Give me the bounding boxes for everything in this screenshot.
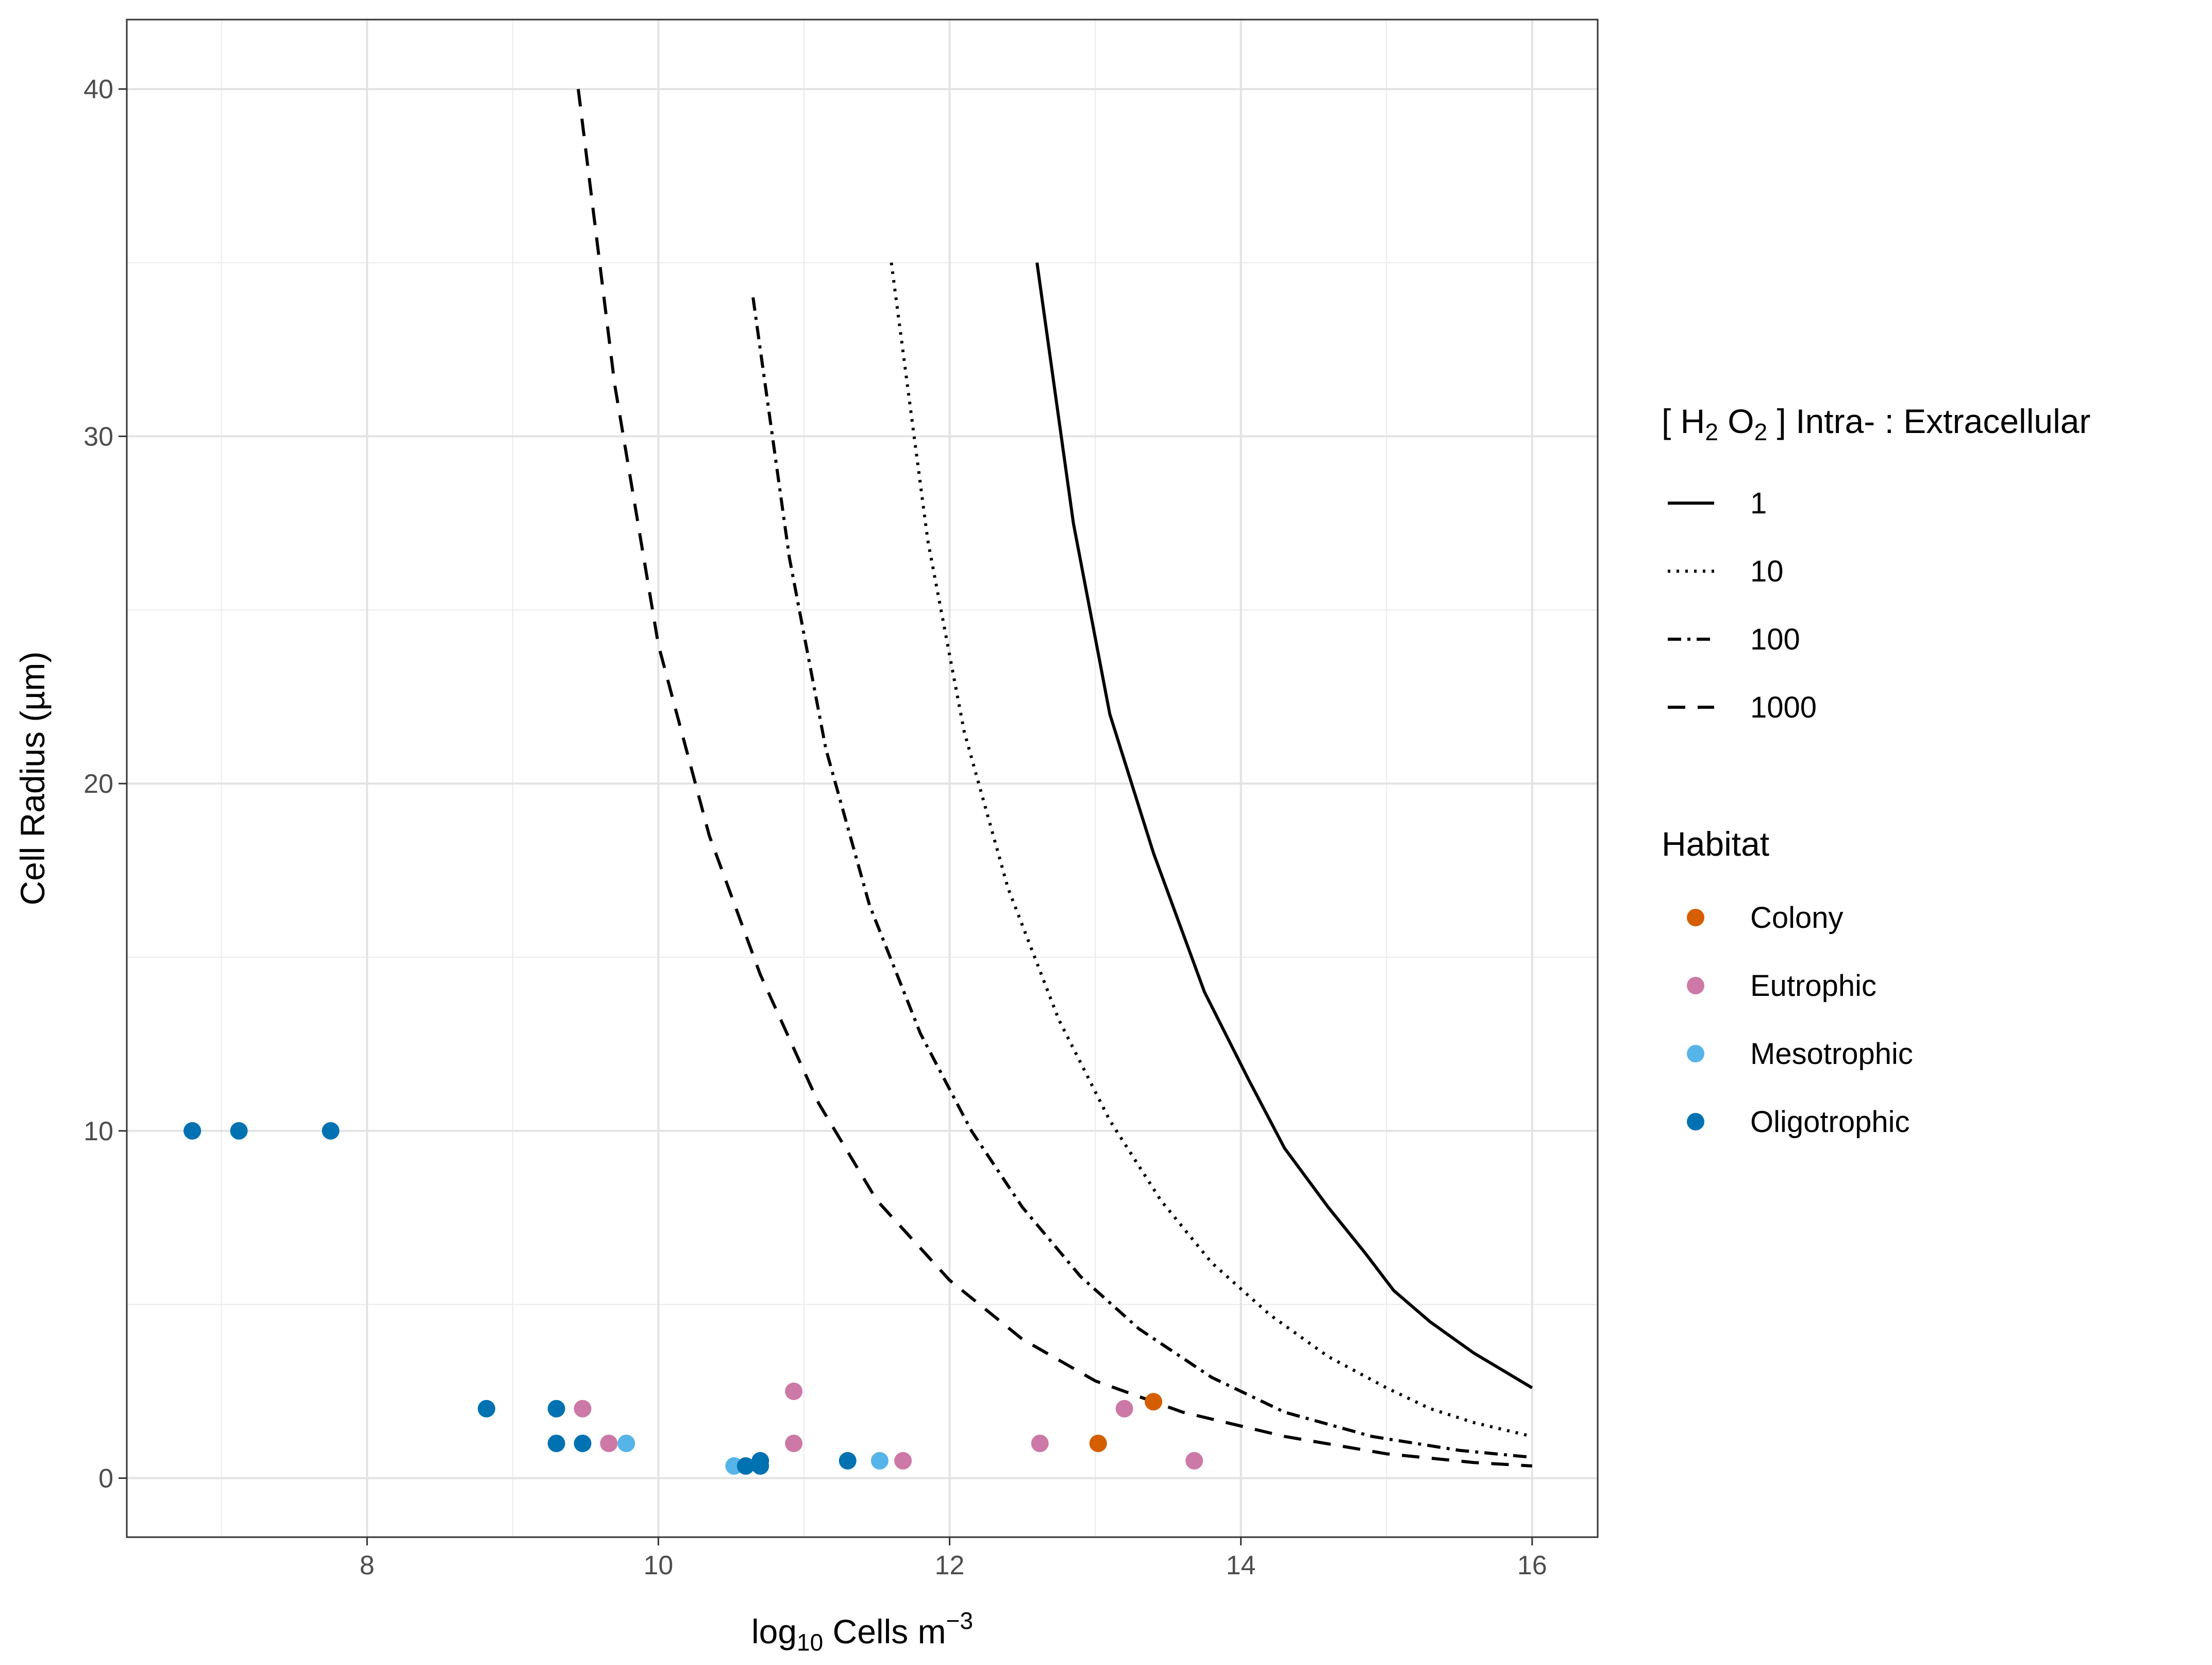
x-tick-label: 8 [360,1551,375,1580]
line-legend-title-sub1: 2 [1705,419,1718,445]
data-point-eutrophic [574,1400,592,1418]
x-axis-title-superscript: −3 [946,1607,973,1634]
data-point-mesotrophic [617,1435,635,1453]
data-point-eutrophic [785,1383,803,1401]
data-point-oligotrophic [839,1452,857,1470]
line-legend-title-sub2: 2 [1754,419,1768,445]
habitat-legend-key [1687,909,1704,926]
habitat-legend-key [1687,977,1704,994]
x-axis-title-subscript: 10 [797,1629,823,1656]
x-axis-title: log10 Cells m−3 [751,1607,973,1656]
y-tick-label: 10 [83,1117,113,1146]
data-point-oligotrophic [183,1122,202,1140]
x-axis-title-base: log [751,1612,797,1651]
data-point-colony [1089,1435,1107,1453]
data-point-oligotrophic [477,1400,495,1418]
habitat-legend: Habitat Colony Eutrophic Mesotrophic Oligot… [1662,825,1913,1139]
line-legend-label: 10 [1750,555,1784,588]
habitat-legend-label: Eutrophic [1750,969,1876,1003]
data-point-oligotrophic [736,1457,755,1475]
data-point-eutrophic [600,1435,618,1453]
ratio-curve-100 [751,297,1533,1459]
y-axis: 0 10 20 30 40 [83,75,127,1493]
habitat-legend-key [1687,1113,1704,1130]
plot-panel [126,19,1599,1538]
x-tick-label: 16 [1517,1551,1547,1580]
plot-border [126,19,1599,1538]
habitat-legend-label: Oligotrophic [1750,1105,1909,1139]
y-tick-label: 40 [83,75,113,105]
data-point-oligotrophic [751,1457,769,1475]
data-point-eutrophic [1115,1400,1133,1418]
data-point-oligotrophic [547,1400,565,1418]
grid-minor [127,20,1598,1537]
habitat-legend-label: Colony [1750,901,1844,935]
x-tick-label: 10 [643,1551,673,1580]
data-point-mesotrophic [870,1452,889,1470]
line-legend-label: 1 [1750,487,1767,520]
habitat-points [183,1122,1203,1475]
data-point-eutrophic [894,1452,912,1470]
grid-major [127,20,1598,1537]
data-point-oligotrophic [230,1122,248,1140]
data-point-oligotrophic [322,1122,340,1140]
ratio-curve-1 [1035,262,1533,1389]
data-point-eutrophic [1185,1452,1203,1470]
line-legend-title-close: ] Intra- : Extracellular [1767,402,2090,440]
y-tick-label: 30 [83,422,113,452]
y-tick-label: 0 [98,1463,113,1493]
line-legend-title-open: [ H [1662,402,1705,440]
habitat-legend-title: Habitat [1662,825,1769,863]
y-axis-title: Cell Radius (µm) [13,652,52,906]
y-tick-label: 20 [83,769,113,799]
habitat-legend-label: Mesotrophic [1750,1037,1913,1071]
x-axis: 8 10 12 14 16 [360,1537,1547,1580]
data-point-colony [1145,1393,1163,1411]
data-point-eutrophic [1031,1435,1049,1453]
habitat-legend-key [1687,1045,1704,1062]
ratio-curve-10 [890,262,1533,1438]
line-legend: [ H2 O2 ] Intra- : Extracellular 1101001… [1662,402,2090,724]
x-tick-label: 14 [1226,1551,1256,1580]
line-legend-label: 1000 [1750,691,1817,724]
data-point-oligotrophic [574,1435,592,1453]
plot-background [127,20,1598,1537]
data-point-oligotrophic [547,1435,565,1453]
line-legend-title-mid: O [1718,402,1754,440]
x-axis-title-mid: Cells m [823,1612,946,1651]
ratio-curves [577,89,1533,1468]
ratio-curve-1000 [577,89,1532,1468]
line-legend-label: 100 [1750,623,1800,656]
line-legend-title: [ H2 O2 ] Intra- : Extracellular [1662,402,2090,445]
x-tick-label: 12 [935,1551,965,1580]
data-point-eutrophic [785,1435,803,1453]
